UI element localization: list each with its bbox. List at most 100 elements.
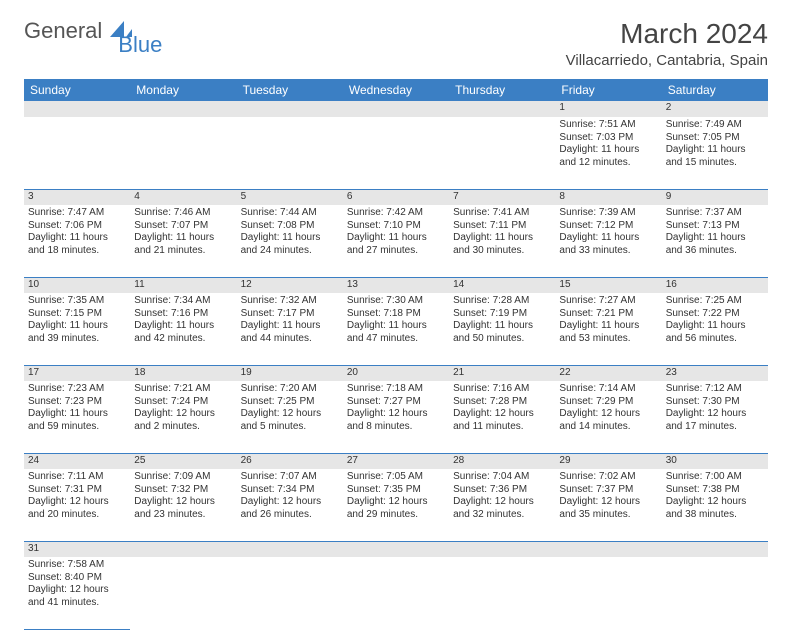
day-ss: Sunset: 7:21 PM [559, 308, 657, 321]
day-ss: Sunset: 7:19 PM [453, 308, 551, 321]
day-detail-cell: Sunrise: 7:25 AMSunset: 7:22 PMDaylight:… [662, 293, 768, 365]
day-d1: Daylight: 12 hours [28, 584, 126, 597]
day-d2: and 39 minutes. [28, 333, 126, 346]
day-detail-cell: Sunrise: 7:44 AMSunset: 7:08 PMDaylight:… [237, 205, 343, 277]
day-sr: Sunrise: 7:32 AM [241, 295, 339, 308]
day-number-cell: 3 [24, 189, 130, 205]
day-d2: and 30 minutes. [453, 245, 551, 258]
day-number-cell [24, 101, 130, 117]
day-d1: Daylight: 12 hours [559, 408, 657, 421]
weekday-header: Monday [130, 79, 236, 101]
day-number-cell [555, 541, 661, 557]
day-number-cell: 7 [449, 189, 555, 205]
day-number-cell: 14 [449, 277, 555, 293]
calendar-table: SundayMondayTuesdayWednesdayThursdayFrid… [24, 79, 768, 630]
day-d2: and 21 minutes. [134, 245, 232, 258]
day-detail-cell: Sunrise: 7:04 AMSunset: 7:36 PMDaylight:… [449, 469, 555, 541]
day-detail-cell: Sunrise: 7:42 AMSunset: 7:10 PMDaylight:… [343, 205, 449, 277]
detail-row: Sunrise: 7:23 AMSunset: 7:23 PMDaylight:… [24, 381, 768, 453]
day-sr: Sunrise: 7:27 AM [559, 295, 657, 308]
day-detail-cell: Sunrise: 7:49 AMSunset: 7:05 PMDaylight:… [662, 117, 768, 189]
day-ss: Sunset: 7:25 PM [241, 396, 339, 409]
day-number-cell: 31 [24, 541, 130, 557]
daynum-row: 12 [24, 101, 768, 117]
day-detail-cell: Sunrise: 7:21 AMSunset: 7:24 PMDaylight:… [130, 381, 236, 453]
weekday-header: Saturday [662, 79, 768, 101]
day-ss: Sunset: 7:38 PM [666, 484, 764, 497]
day-detail-cell [555, 557, 661, 629]
day-d1: Daylight: 11 hours [559, 144, 657, 157]
day-d2: and 29 minutes. [347, 509, 445, 522]
location-label: Villacarriedo, Cantabria, Spain [566, 52, 768, 69]
day-ss: Sunset: 7:27 PM [347, 396, 445, 409]
day-detail-cell: Sunrise: 7:12 AMSunset: 7:30 PMDaylight:… [662, 381, 768, 453]
daynum-row: 10111213141516 [24, 277, 768, 293]
day-ss: Sunset: 7:32 PM [134, 484, 232, 497]
day-detail-cell: Sunrise: 7:16 AMSunset: 7:28 PMDaylight:… [449, 381, 555, 453]
day-number-cell: 13 [343, 277, 449, 293]
day-number-cell: 29 [555, 453, 661, 469]
day-d2: and 5 minutes. [241, 421, 339, 434]
daynum-row: 3456789 [24, 189, 768, 205]
day-sr: Sunrise: 7:20 AM [241, 383, 339, 396]
day-d1: Daylight: 11 hours [347, 232, 445, 245]
day-d1: Daylight: 11 hours [28, 408, 126, 421]
weekday-header: Thursday [449, 79, 555, 101]
day-number-cell [662, 541, 768, 557]
day-d2: and 2 minutes. [134, 421, 232, 434]
day-d2: and 20 minutes. [28, 509, 126, 522]
day-d2: and 14 minutes. [559, 421, 657, 434]
day-d2: and 12 minutes. [559, 157, 657, 170]
day-d2: and 18 minutes. [28, 245, 126, 258]
day-d1: Daylight: 12 hours [559, 496, 657, 509]
day-ss: Sunset: 7:24 PM [134, 396, 232, 409]
detail-row: Sunrise: 7:51 AMSunset: 7:03 PMDaylight:… [24, 117, 768, 189]
day-detail-cell [343, 557, 449, 629]
day-d2: and 35 minutes. [559, 509, 657, 522]
day-number-cell: 2 [662, 101, 768, 117]
day-sr: Sunrise: 7:25 AM [666, 295, 764, 308]
day-d1: Daylight: 12 hours [28, 496, 126, 509]
day-detail-cell: Sunrise: 7:23 AMSunset: 7:23 PMDaylight:… [24, 381, 130, 453]
day-number-cell: 26 [237, 453, 343, 469]
day-detail-cell: Sunrise: 7:35 AMSunset: 7:15 PMDaylight:… [24, 293, 130, 365]
day-ss: Sunset: 7:22 PM [666, 308, 764, 321]
day-sr: Sunrise: 7:12 AM [666, 383, 764, 396]
day-sr: Sunrise: 7:04 AM [453, 471, 551, 484]
weekday-header: Sunday [24, 79, 130, 101]
day-ss: Sunset: 8:40 PM [28, 572, 126, 585]
day-number-cell [449, 541, 555, 557]
day-sr: Sunrise: 7:11 AM [28, 471, 126, 484]
day-sr: Sunrise: 7:21 AM [134, 383, 232, 396]
day-sr: Sunrise: 7:18 AM [347, 383, 445, 396]
day-d1: Daylight: 11 hours [559, 320, 657, 333]
day-d1: Daylight: 11 hours [241, 320, 339, 333]
day-sr: Sunrise: 7:14 AM [559, 383, 657, 396]
day-sr: Sunrise: 7:30 AM [347, 295, 445, 308]
day-number-cell: 10 [24, 277, 130, 293]
day-d2: and 42 minutes. [134, 333, 232, 346]
day-ss: Sunset: 7:30 PM [666, 396, 764, 409]
day-detail-cell: Sunrise: 7:30 AMSunset: 7:18 PMDaylight:… [343, 293, 449, 365]
day-number-cell: 20 [343, 365, 449, 381]
day-number-cell [237, 541, 343, 557]
day-ss: Sunset: 7:05 PM [666, 132, 764, 145]
day-d2: and 36 minutes. [666, 245, 764, 258]
day-d1: Daylight: 11 hours [134, 320, 232, 333]
day-number-cell [343, 541, 449, 557]
day-sr: Sunrise: 7:44 AM [241, 207, 339, 220]
day-d2: and 59 minutes. [28, 421, 126, 434]
day-d1: Daylight: 11 hours [666, 232, 764, 245]
day-detail-cell: Sunrise: 7:20 AMSunset: 7:25 PMDaylight:… [237, 381, 343, 453]
day-number-cell: 22 [555, 365, 661, 381]
daynum-row: 31 [24, 541, 768, 557]
daynum-row: 17181920212223 [24, 365, 768, 381]
day-number-cell: 9 [662, 189, 768, 205]
day-number-cell: 24 [24, 453, 130, 469]
day-detail-cell: Sunrise: 7:11 AMSunset: 7:31 PMDaylight:… [24, 469, 130, 541]
day-d1: Daylight: 11 hours [559, 232, 657, 245]
day-number-cell: 1 [555, 101, 661, 117]
day-ss: Sunset: 7:28 PM [453, 396, 551, 409]
day-d2: and 23 minutes. [134, 509, 232, 522]
day-detail-cell [130, 117, 236, 189]
